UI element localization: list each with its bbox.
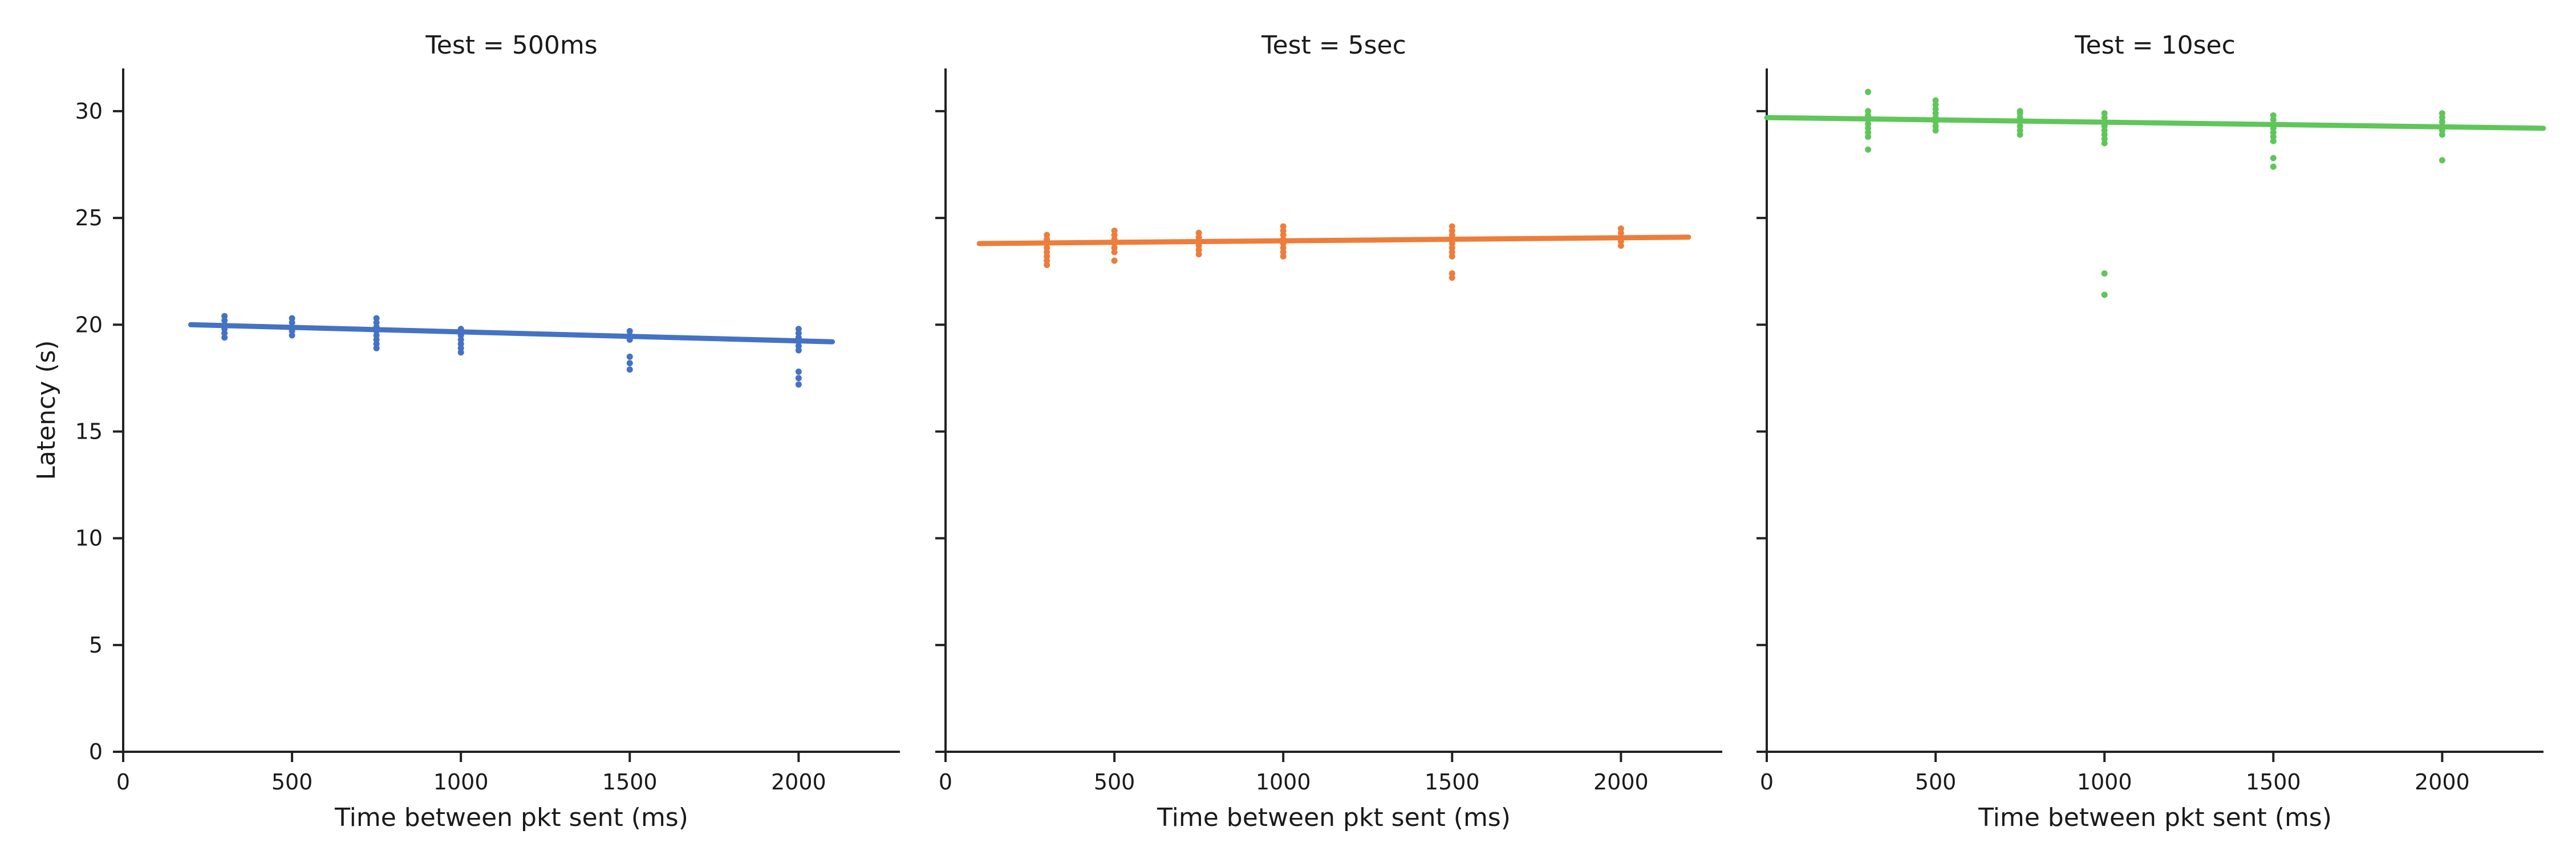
- y-tick-label: 5: [89, 633, 103, 658]
- x-tick-label: 500: [271, 769, 313, 795]
- data-point: [1865, 108, 1872, 115]
- data-point: [2439, 157, 2445, 164]
- data-point: [2439, 110, 2445, 117]
- panel-title: Test = 5sec: [1261, 31, 1406, 60]
- data-point: [795, 368, 802, 375]
- x-tick-label: 1000: [1256, 769, 1311, 795]
- y-axis-label: Latency (s): [32, 340, 61, 480]
- data-point: [626, 353, 633, 360]
- data-point: [2101, 291, 2108, 298]
- data-point: [626, 360, 633, 367]
- fit-line: [1764, 115, 2546, 131]
- data-point: [1195, 229, 1202, 236]
- x-tick-label: 1000: [433, 769, 489, 795]
- x-tick-label: 500: [1915, 769, 1957, 795]
- panel-title: Test = 500ms: [425, 31, 597, 60]
- data-point: [1449, 223, 1455, 230]
- panel-1: Test = 500ms 0 5 10 15 20 25 30 0 500 1000 1500 2000…: [32, 31, 900, 832]
- y-tick-label: 20: [75, 312, 103, 337]
- data-point: [2017, 108, 2023, 115]
- y-tick-label: 0: [89, 739, 103, 764]
- data-point: [2270, 163, 2277, 170]
- x-tick-label: 1500: [1425, 769, 1480, 795]
- x-tick-label: 0: [939, 769, 952, 795]
- data-point: [2270, 155, 2277, 161]
- y-tick-label: 25: [75, 205, 103, 230]
- data-point: [373, 315, 380, 322]
- x-axis-label: Time between pkt sent (ms): [1978, 803, 2332, 832]
- data-point: [1932, 97, 1939, 104]
- x-tick-label: 1000: [2077, 769, 2132, 795]
- data-point: [1044, 232, 1050, 238]
- x-tick-label: 1500: [2246, 769, 2301, 795]
- data-point: [2101, 110, 2108, 117]
- x-tick-label: 0: [116, 769, 130, 795]
- data-point: [1617, 225, 1624, 232]
- data-point: [289, 315, 295, 322]
- data-point: [1865, 146, 1872, 153]
- y-tick-label: 15: [75, 419, 103, 444]
- panel-2: Test = 5sec 0 500 1000 1500 2000 Time between …: [935, 31, 1722, 832]
- data-point: [795, 381, 802, 388]
- data-point: [795, 375, 802, 382]
- data-point: [1280, 223, 1287, 230]
- data-point: [795, 326, 802, 333]
- panel-title: Test = 10sec: [2074, 31, 2236, 60]
- data-point: [1111, 228, 1118, 234]
- x-axis-label: Time between pkt sent (ms): [334, 803, 688, 832]
- x-tick-label: 0: [1760, 769, 1774, 795]
- x-axis-label: Time between pkt sent (ms): [1157, 803, 1511, 832]
- data-point: [1449, 270, 1455, 277]
- x-tick-label: 2000: [2415, 769, 2470, 795]
- fit-line: [976, 234, 1691, 246]
- data-point: [1865, 88, 1872, 95]
- x-tick-label: 1500: [602, 769, 658, 795]
- y-tick-label: 30: [75, 99, 103, 124]
- x-tick-label: 2000: [771, 769, 826, 795]
- x-tick-label: 500: [1094, 769, 1135, 795]
- data-point: [221, 313, 228, 319]
- fit-line: [188, 322, 835, 345]
- data-point: [1111, 257, 1118, 264]
- y-tick-label: 10: [75, 526, 103, 551]
- panel-3: Test = 10sec 0 500 1000 1500 2000 Time between…: [1756, 31, 2546, 832]
- data-point: [626, 366, 633, 373]
- x-tick-label: 2000: [1593, 769, 1649, 795]
- data-point: [2270, 112, 2277, 119]
- data-point: [626, 327, 633, 334]
- data-point: [2101, 270, 2108, 277]
